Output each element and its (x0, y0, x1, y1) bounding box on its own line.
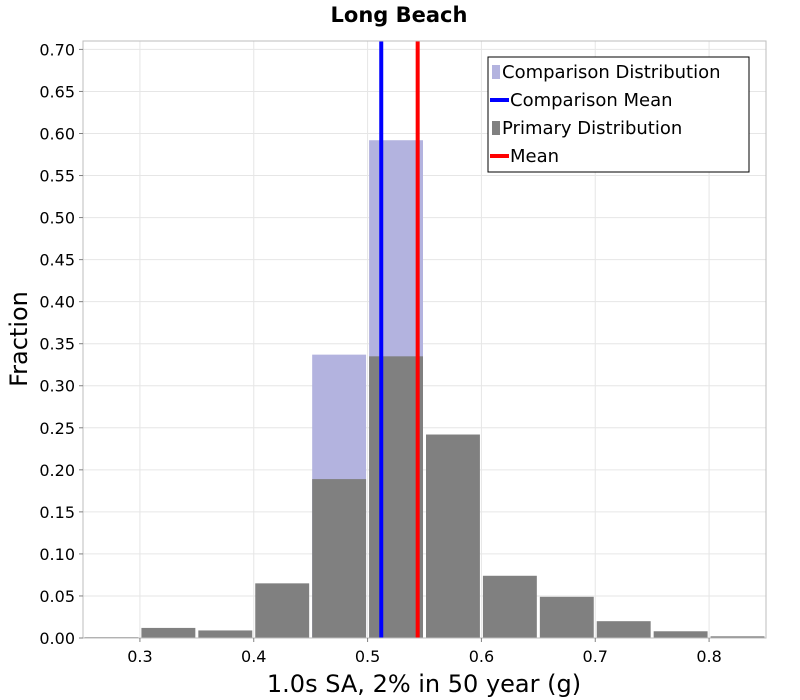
comparison-distribution-legend-swatch (492, 65, 500, 79)
primary-distribution-bar (653, 631, 708, 638)
x-axis: 0.3 0.4 0.5 0.6 0.7 0.8 (127, 638, 722, 666)
y-tick-label: 0.55 (39, 167, 75, 186)
primary-distribution-bar (710, 636, 765, 638)
primary-distribution-bar (312, 479, 367, 638)
y-tick-label: 0.50 (39, 209, 75, 228)
x-tick-label: 0.7 (583, 647, 608, 666)
grid-lines (83, 41, 766, 639)
mean-lines (379, 41, 420, 638)
primary-distribution-legend-label: Primary Distribution (502, 118, 682, 139)
primary-distribution-bar (141, 627, 196, 638)
y-tick-label: 0.65 (39, 82, 75, 101)
mean-legend-label: Mean (510, 146, 559, 167)
primary-distribution-bar (596, 621, 651, 638)
primary-distribution-bar (198, 630, 253, 638)
primary-distribution-bars (84, 356, 765, 638)
chart-title: Long Beach (331, 3, 468, 27)
x-tick-label: 0.4 (241, 647, 266, 666)
y-tick-label: 0.10 (39, 545, 75, 564)
legend-box (487, 56, 750, 173)
y-tick-label: 0.05 (39, 587, 75, 606)
legend: Comparison Distribution Comparison Mean Pr… (487, 56, 750, 173)
primary-distribution-bar (255, 583, 310, 638)
y-tick-label: 0.25 (39, 419, 75, 438)
primary-distribution-legend-swatch (492, 121, 500, 135)
y-tick-label: 0.35 (39, 335, 75, 354)
y-tick-label: 0.45 (39, 251, 75, 270)
y-axis-label: Fraction (5, 291, 33, 387)
x-tick-label: 0.3 (127, 647, 152, 666)
primary-distribution-bar (426, 434, 480, 638)
y-tick-label: 0.00 (39, 629, 75, 648)
primary-distribution-bar (482, 575, 537, 638)
y-tick-label: 0.40 (39, 293, 75, 312)
x-tick-label: 0.8 (696, 647, 721, 666)
y-tick-label: 0.15 (39, 503, 75, 522)
primary-distribution-bar (539, 596, 594, 638)
x-tick-label: 0.5 (355, 647, 380, 666)
y-tick-label: 0.30 (39, 377, 75, 396)
y-tick-label: 0.70 (39, 40, 75, 59)
x-tick-label: 0.6 (469, 647, 494, 666)
comparison-distribution-legend-label: Comparison Distribution (502, 62, 721, 83)
comparison-mean-legend-label: Comparison Mean (510, 90, 673, 111)
plot-border (82, 40, 767, 639)
y-tick-label: 0.60 (39, 124, 75, 143)
y-axis: 0.00 0.05 0.10 0.15 0.20 0.25 0.30 0.35 0.40 0.45… (39, 40, 83, 648)
x-axis-label: 1.0s SA, 2% in 50 year (g) (267, 670, 581, 698)
primary-distribution-bar (369, 356, 423, 638)
y-tick-label: 0.20 (39, 461, 75, 480)
plot-frame (82, 40, 767, 639)
